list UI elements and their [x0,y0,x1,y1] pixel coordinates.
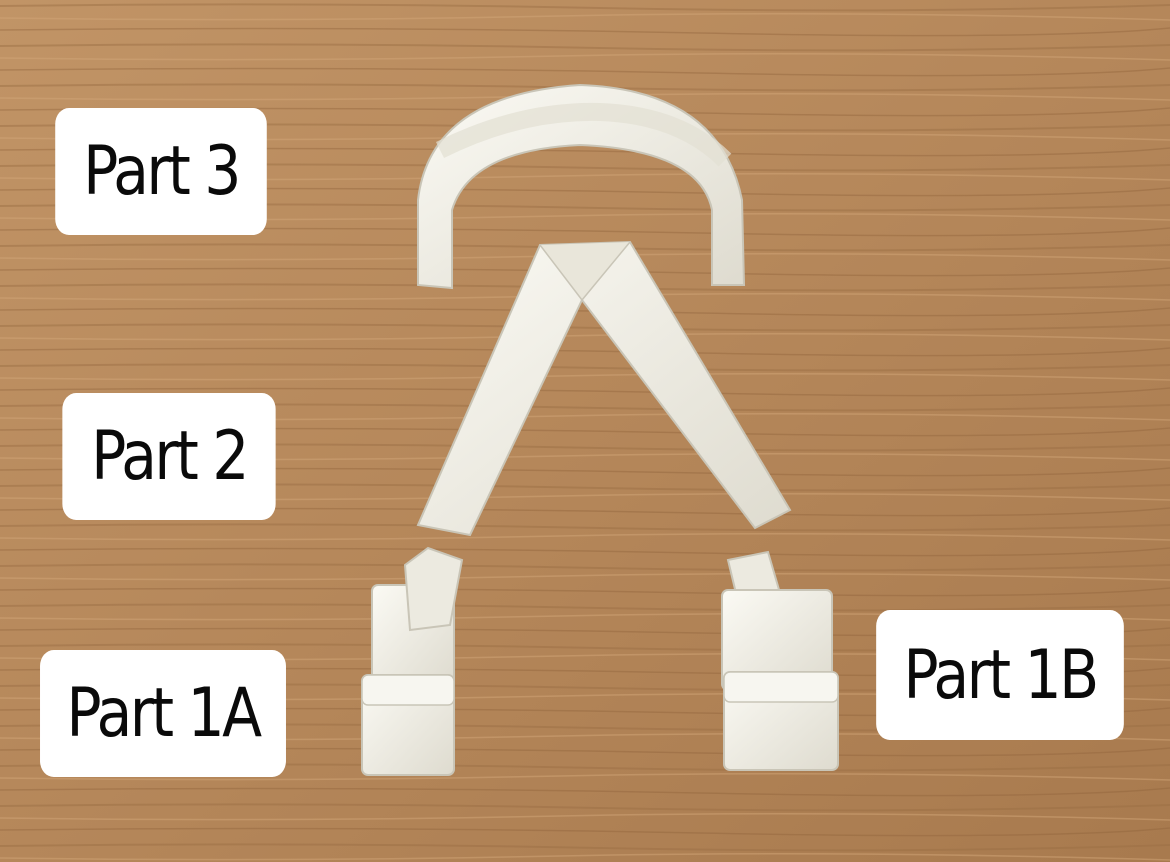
part3-arch-piece [417,83,746,290]
part1b-clip [721,550,839,771]
part1a-clip [361,546,464,776]
part2-v-piece [416,240,792,537]
label-part-2: Part 2 [62,393,276,520]
label-part-1b: Part 1B [876,610,1124,740]
label-part-1a-text: Part 1A [66,674,262,753]
label-part-2-text: Part 2 [91,417,249,496]
label-part-3: Part 3 [55,108,267,235]
label-part-3-text: Part 3 [83,132,241,211]
label-part-1a: Part 1A [40,650,286,777]
label-part-1b-text: Part 1B [903,635,1099,715]
